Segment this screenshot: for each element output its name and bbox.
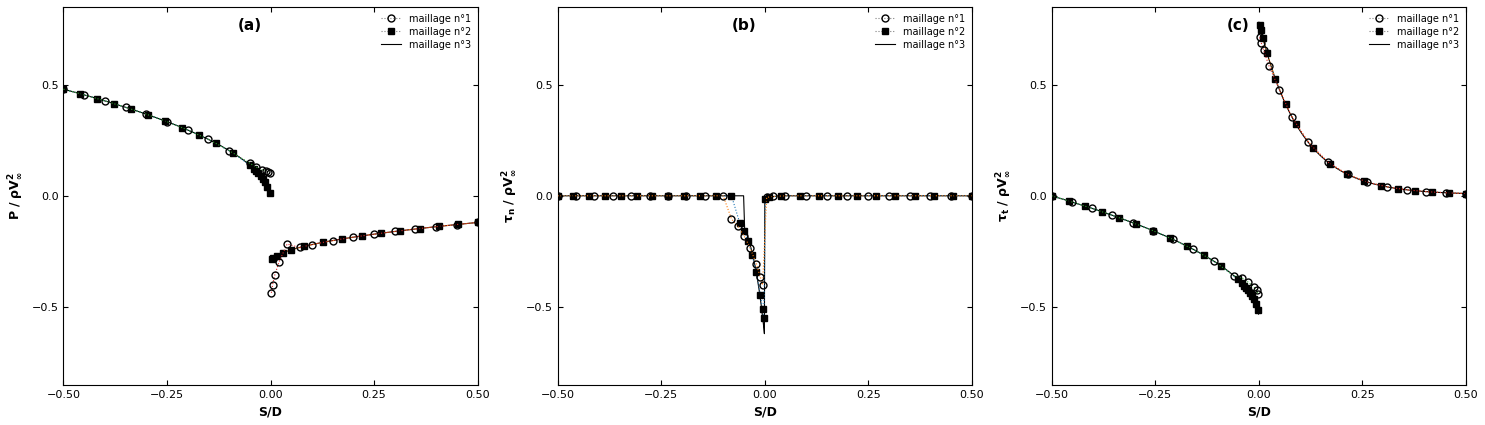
Text: (c): (c) [1227, 18, 1249, 33]
Y-axis label: $\bf{P\ /\ \rho V_\infty^2}$: $\bf{P\ /\ \rho V_\infty^2}$ [7, 171, 27, 220]
X-axis label: S/D: S/D [753, 405, 777, 418]
Text: (b): (b) [732, 18, 756, 33]
Y-axis label: $\bf{\tau_t\ /\ \rho V_\infty^2}$: $\bf{\tau_t\ /\ \rho V_\infty^2}$ [995, 170, 1014, 222]
X-axis label: S/D: S/D [1247, 405, 1271, 418]
Y-axis label: $\bf{\tau_n\ /\ \rho V_\infty^2}$: $\bf{\tau_n\ /\ \rho V_\infty^2}$ [500, 169, 520, 223]
Legend: maillage n°1, maillage n°2, maillage n°3: maillage n°1, maillage n°2, maillage n°3 [1366, 10, 1463, 54]
Legend: maillage n°1, maillage n°2, maillage n°3: maillage n°1, maillage n°2, maillage n°3 [377, 10, 475, 54]
X-axis label: S/D: S/D [258, 405, 282, 418]
Text: (a): (a) [238, 18, 261, 33]
Legend: maillage n°1, maillage n°2, maillage n°3: maillage n°1, maillage n°2, maillage n°3 [872, 10, 968, 54]
